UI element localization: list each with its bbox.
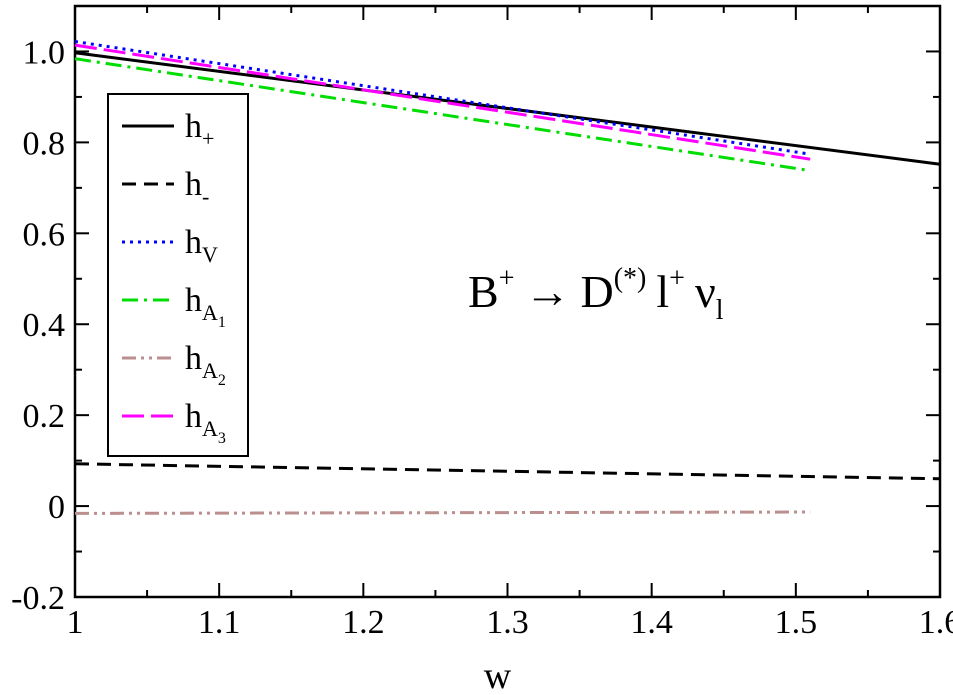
x-tick-label: 1.5 [775, 604, 818, 641]
annotation-d-sup: (*) [614, 263, 647, 294]
x-tick-label: 1.2 [342, 604, 385, 641]
legend-label-main: h [185, 166, 202, 203]
annotation-d: D [580, 266, 613, 317]
x-tick-label: 1.1 [198, 604, 241, 641]
x-axis-label: w [484, 655, 512, 695]
x-tick-label: 1.6 [919, 604, 953, 641]
axis-ticks: 1 1.1 1.2 1.3 1.4 1.5 1.6 -0.2 0 0.2 0.4 0.6 0.8 1.0 w [11, 5, 953, 695]
y-tick-label: 0.8 [23, 125, 66, 162]
legend-label: hA2 [185, 340, 226, 389]
y-tick-label: 0.4 [23, 307, 66, 344]
series-line-h+ [74, 51, 941, 166]
legend-label-main: h [185, 108, 202, 145]
legend-label: hA3 [185, 398, 226, 447]
legend-label: h+ [185, 108, 214, 151]
annotation-base-sup: + [499, 263, 515, 294]
annotation-l-sup: + [669, 263, 685, 294]
legend-label-main: h [185, 398, 202, 435]
legend-label: h- [185, 166, 209, 209]
series-line-h- [74, 462, 941, 481]
legend-label-sub: V [202, 242, 218, 267]
y-tick-label: 1.0 [23, 34, 66, 71]
legend-label-sub: A [202, 300, 218, 325]
legend-label-main: h [185, 282, 202, 319]
legend-label-main: h [185, 224, 202, 261]
legend-label: hA1 [185, 282, 226, 331]
y-tick-label: -0.2 [11, 580, 65, 617]
y-tick-label: 0 [48, 489, 65, 526]
series-line-hA3 [74, 43, 811, 161]
annotation-l: l [656, 266, 669, 317]
x-tick-label: 1 [67, 604, 84, 641]
legend-label-subsub: 2 [218, 372, 226, 389]
legend-label-subsub: 3 [218, 430, 226, 447]
legend-box [107, 93, 249, 457]
legend-label: hV [185, 224, 218, 267]
series-line-hA2 [74, 510, 811, 515]
legend-label-subsub: 1 [218, 314, 226, 331]
decay-annotation: B+ → D(*) l+ νl [468, 263, 724, 326]
series-layer [74, 40, 941, 515]
annotation-arrow: → [524, 266, 570, 317]
legend-label-sub: + [202, 126, 214, 151]
y-tick-label: 0.6 [23, 216, 66, 253]
legend-label-sub: A [202, 416, 218, 441]
annotation-base: B [468, 266, 499, 317]
x-tick-label: 1.3 [486, 604, 529, 641]
legend-label-sub: A [202, 358, 218, 383]
annotation-nu: ν [695, 266, 716, 317]
y-tick-label: 0.2 [23, 398, 66, 435]
annotation-nu-sub: l [716, 295, 724, 326]
legend-label-sub: - [202, 184, 209, 209]
annotation: B+ → D(*) l+ νl [468, 263, 724, 326]
x-tick-label: 1.4 [630, 604, 673, 641]
legend-label-main: h [185, 340, 202, 377]
